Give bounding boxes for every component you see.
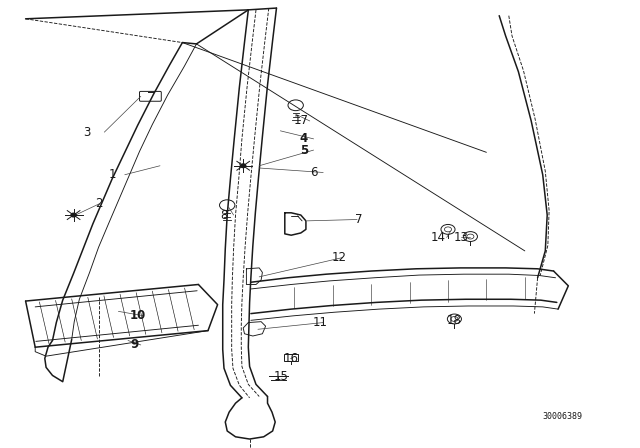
Text: 11: 11 (312, 316, 328, 329)
Bar (284, 354, 298, 361)
Text: 2: 2 (95, 197, 103, 211)
Circle shape (241, 164, 246, 168)
Text: 9: 9 (131, 338, 138, 352)
Text: 12: 12 (332, 251, 347, 264)
Text: 16: 16 (284, 352, 299, 365)
Text: 7: 7 (355, 213, 362, 226)
Circle shape (71, 213, 76, 217)
Text: 13: 13 (453, 231, 468, 244)
Text: 1: 1 (108, 168, 116, 181)
Text: 15: 15 (274, 370, 289, 383)
Text: 10: 10 (129, 309, 146, 323)
Text: 5: 5 (300, 143, 308, 157)
Text: 3: 3 (83, 125, 90, 139)
Text: 18: 18 (447, 314, 462, 327)
Text: 30006389: 30006389 (543, 412, 582, 421)
Text: 17: 17 (293, 114, 308, 128)
Text: 4: 4 (300, 132, 308, 146)
Text: 8: 8 (220, 208, 228, 222)
Text: 6: 6 (310, 166, 317, 179)
Text: 14: 14 (431, 231, 446, 244)
